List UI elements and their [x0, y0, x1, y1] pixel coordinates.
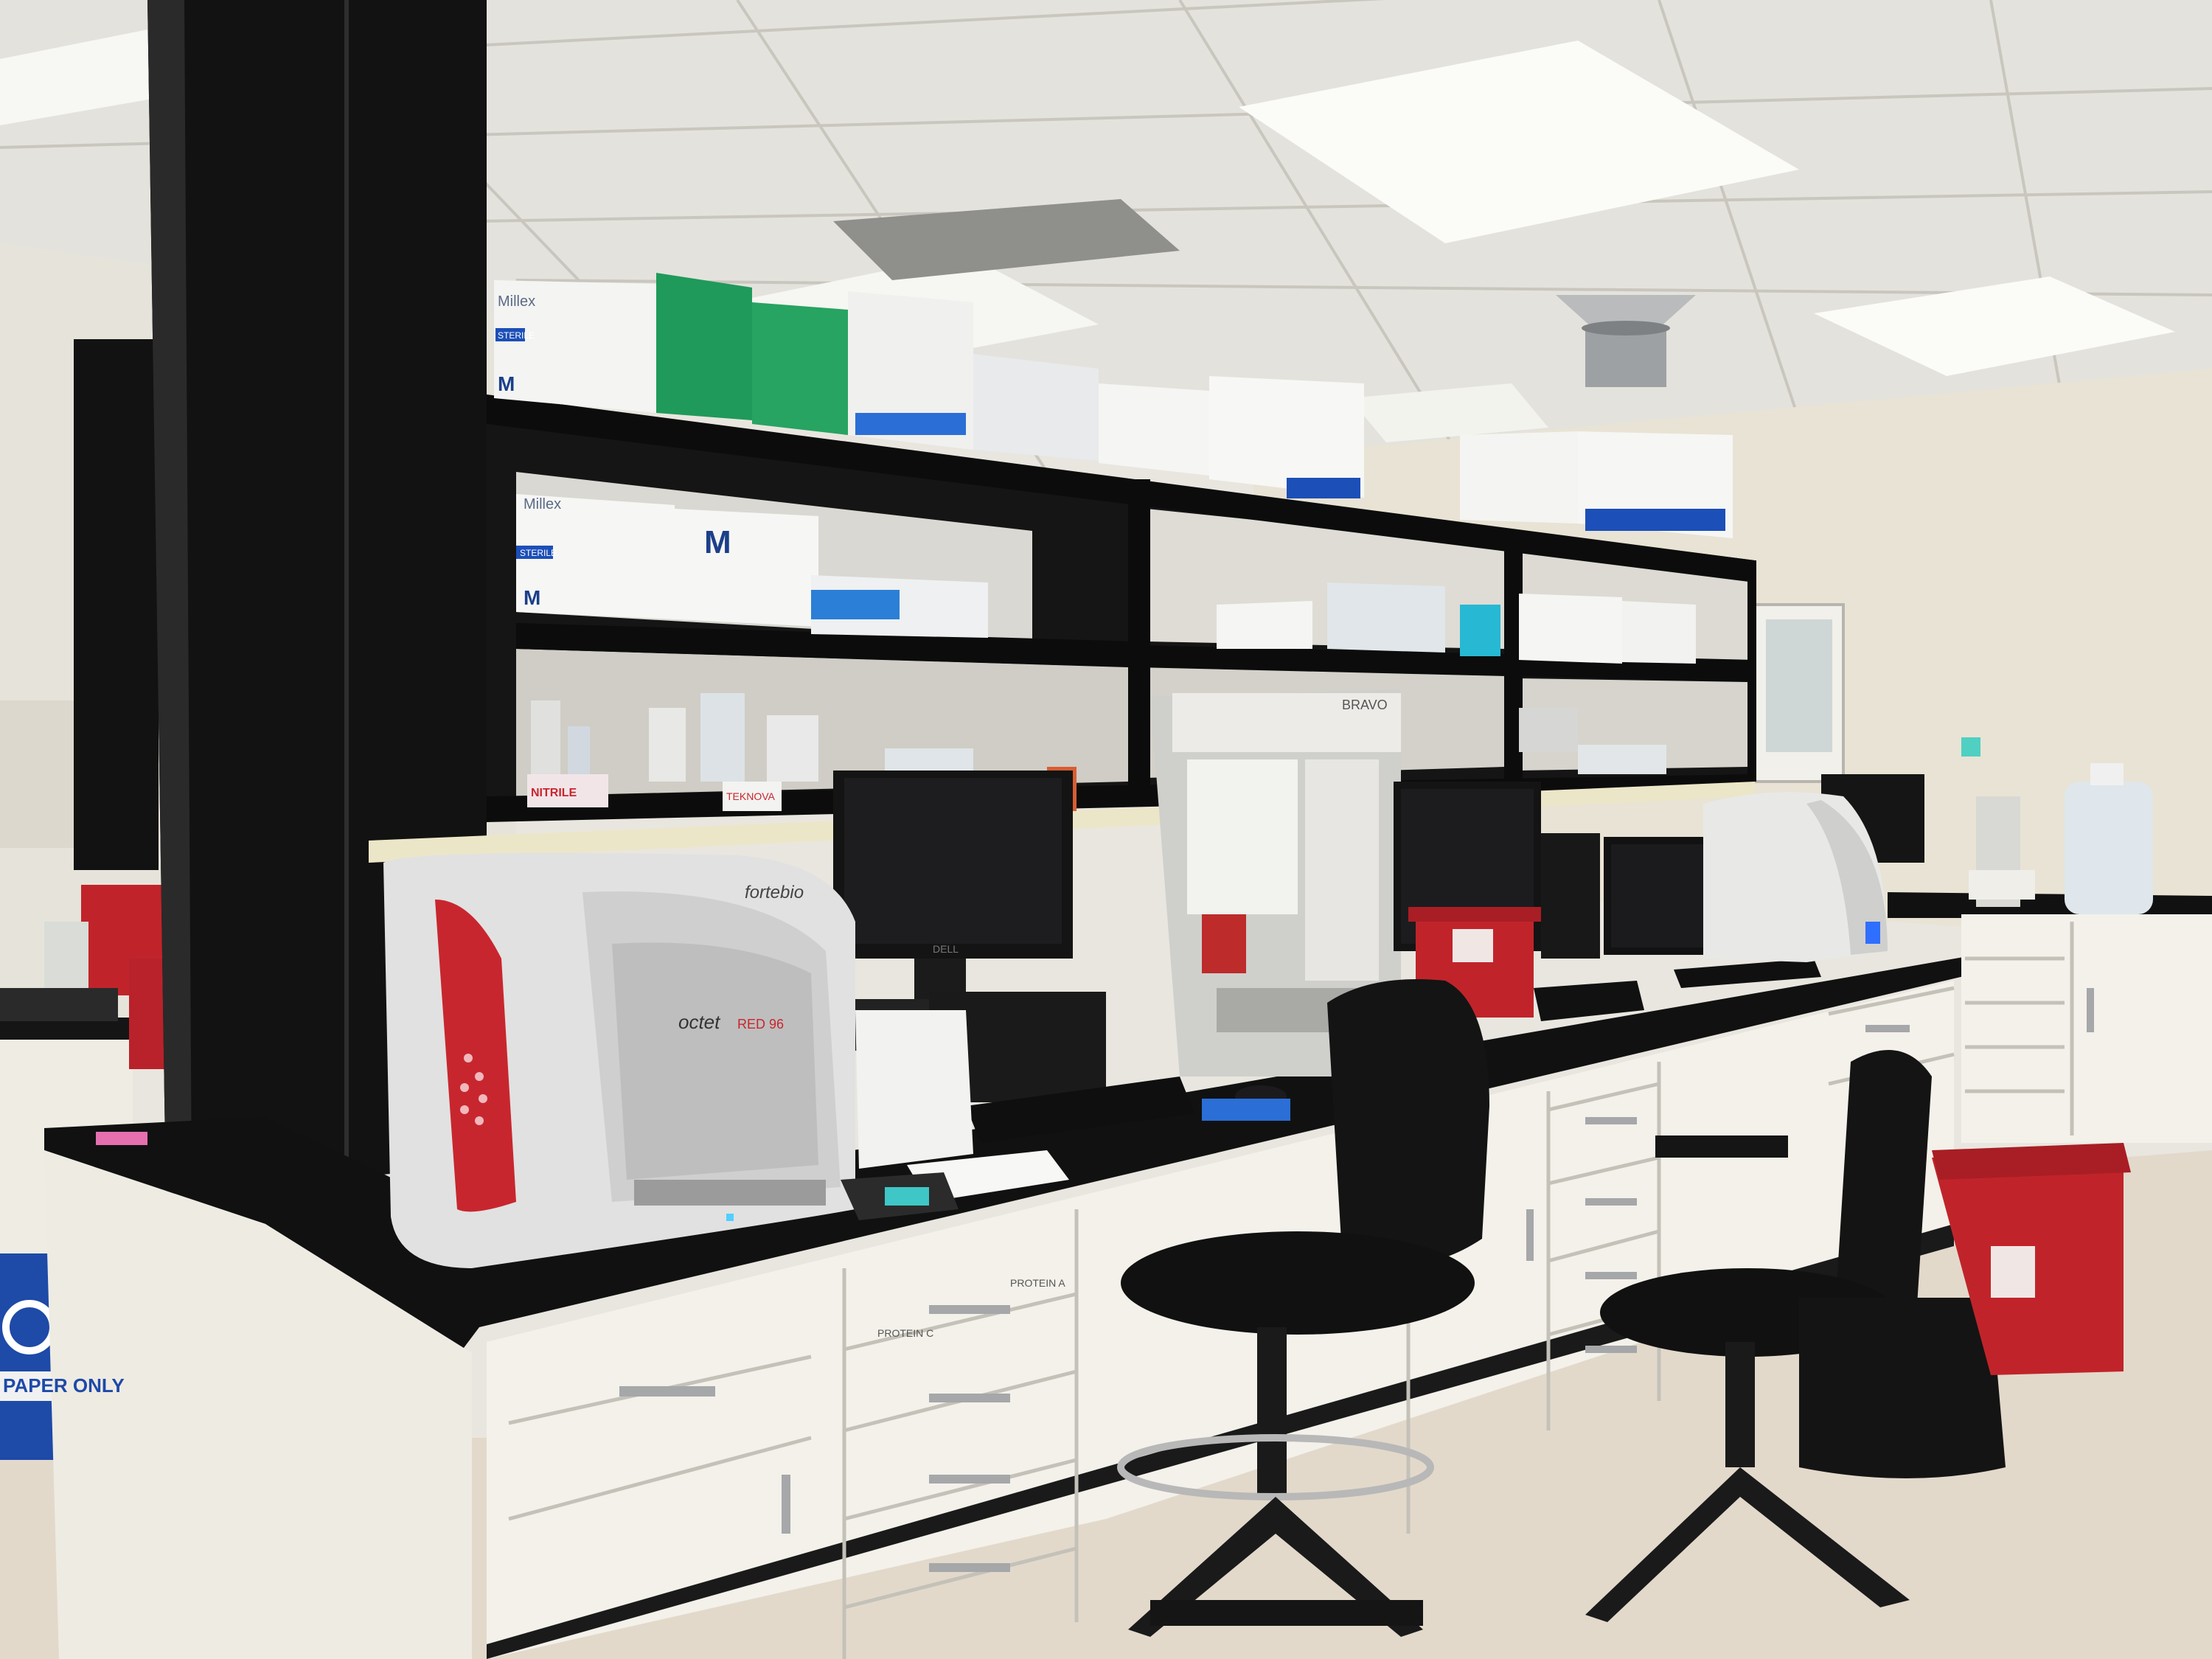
label-m-logo-middle: M	[524, 586, 540, 609]
label-bravo: BRAVO	[1342, 698, 1388, 712]
ceiling-light-2	[1814, 276, 2175, 376]
ceiling-light-4	[0, 29, 170, 125]
label-protein-a: PROTEIN A	[1010, 1277, 1065, 1289]
label-teknova: TEKNOVA	[726, 790, 776, 802]
millex-box-top	[494, 280, 656, 413]
middle-shelf-supplies	[516, 494, 1696, 664]
label-nitrile: NITRILE	[531, 787, 577, 799]
label-octet: octet	[678, 1011, 721, 1033]
bravo-liquid-handler	[1150, 689, 1401, 1077]
ceiling-exhaust-funnel	[1556, 295, 1696, 328]
label-protein-c: PROTEIN C	[877, 1327, 933, 1339]
merck-box-middle	[675, 509, 818, 627]
green-box-1	[656, 273, 752, 420]
ceiling-light-5	[1349, 383, 1548, 442]
octet-instrument	[383, 852, 855, 1268]
label-millex-middle: Millex	[524, 496, 561, 512]
label-sterile-middle: STERILE	[520, 548, 557, 558]
label-m-logo-merck: M	[704, 524, 731, 560]
green-box-2	[752, 302, 848, 435]
label-sterile-top: STERILE	[498, 330, 535, 341]
water-carboy	[2065, 782, 2153, 914]
white-analyzer	[1703, 792, 1888, 962]
label-dell: DELL	[933, 943, 959, 955]
visible-labels: Millex STERILE M Millex STERILE M M BRAV…	[3, 293, 1388, 1397]
label-millex-top: Millex	[498, 293, 535, 310]
lab-stool	[1117, 979, 1489, 1637]
teknova-bottle	[723, 782, 782, 811]
top-shelf-supplies	[494, 273, 1733, 538]
glove-box-nitrile	[527, 774, 608, 807]
floor-items	[1799, 1143, 2131, 1478]
millex-box-middle	[516, 494, 675, 619]
bench-items	[96, 1085, 1290, 1220]
white-box-bench	[855, 1010, 973, 1169]
keyboard	[966, 1077, 1194, 1143]
ceiling-vent	[833, 199, 1180, 280]
label-fortebio: fortebio	[745, 883, 804, 902]
right-wall-bench	[1821, 763, 2212, 1143]
sticky-note	[1961, 737, 1980, 757]
label-m-logo-top: M	[498, 372, 515, 395]
label-octet-model: RED 96	[737, 1017, 784, 1032]
label-paper-only: PAPER ONLY	[3, 1374, 125, 1397]
computers	[833, 771, 1821, 1143]
ceiling-light-1	[1239, 41, 1799, 243]
